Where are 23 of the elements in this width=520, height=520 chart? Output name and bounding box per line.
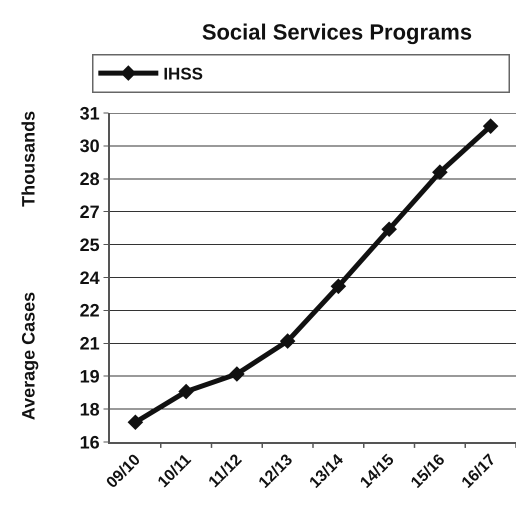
chart-title: Social Services Programs xyxy=(202,20,472,45)
point xyxy=(229,366,245,382)
y-tick-label: 22 xyxy=(80,300,100,321)
legend-label: IHSS xyxy=(163,64,204,84)
point xyxy=(280,333,296,349)
y-tick-label: 19 xyxy=(80,366,100,386)
point xyxy=(128,414,144,430)
y-tick-label: 27 xyxy=(80,202,100,222)
point xyxy=(482,118,498,134)
y-tick-label: 21 xyxy=(80,334,100,354)
y-tick-label: 31 xyxy=(80,103,100,124)
point xyxy=(432,164,448,180)
y-tick-label: 24 xyxy=(80,268,100,288)
y-tick-label: 18 xyxy=(80,399,100,420)
point xyxy=(381,221,397,238)
y-tick-label: 25 xyxy=(80,234,100,255)
point xyxy=(178,384,194,400)
text: Thousands xyxy=(18,110,39,207)
y-axis-title: Average Cases xyxy=(18,292,38,420)
y-tick-label: 30 xyxy=(80,136,100,156)
y-tick-label: 16 xyxy=(80,432,100,452)
y-tick-label: 28 xyxy=(80,169,100,190)
point xyxy=(330,278,346,294)
